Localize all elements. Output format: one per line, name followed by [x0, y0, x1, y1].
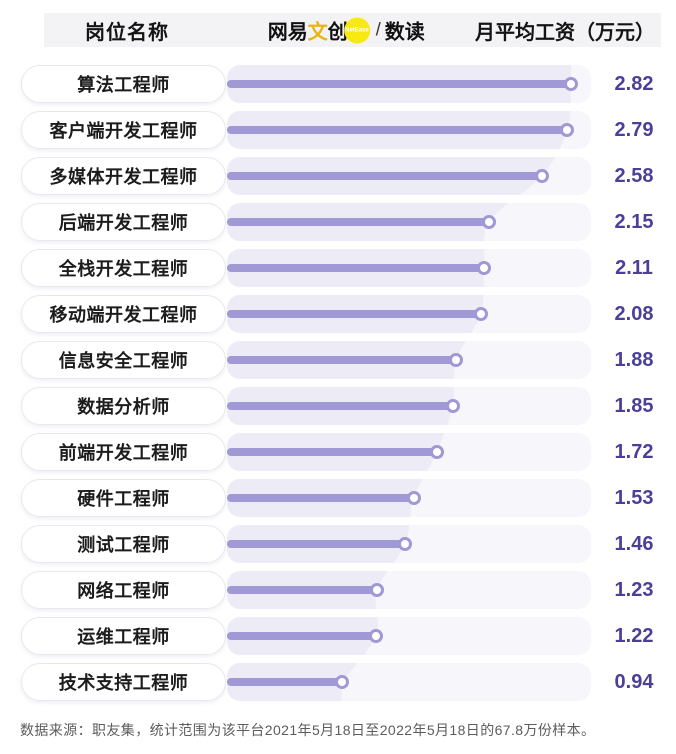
bar-end-dot [473, 307, 488, 321]
column-header-band: 岗位名称 网易 文 创 NetEase / 数读 月平均工资（万元） [44, 13, 661, 47]
job-label-pill: 全栈开发工程师 [21, 249, 226, 287]
job-label-pill: 后端开发工程师 [21, 203, 226, 241]
chart-row: 信息安全工程师 1.88 [0, 337, 676, 383]
salary-bar [227, 586, 378, 594]
chart-row: 多媒体开发工程师 2.58 [0, 153, 676, 199]
bar-track [227, 249, 591, 287]
job-label-pill: 客户端开发工程师 [21, 111, 226, 149]
salary-value: 1.23 [614, 578, 654, 601]
chart-row: 硬件工程师 1.53 [0, 475, 676, 521]
salary-bar [227, 632, 376, 640]
bar-track [227, 571, 591, 609]
bar-track [227, 663, 591, 701]
netease-shudu-logo: 网易 文 创 NetEase / 数读 [268, 16, 425, 45]
salary-bar [227, 678, 342, 686]
chart-row: 前端开发工程师 1.72 [0, 429, 676, 475]
salary-value: 2.82 [614, 72, 654, 95]
bar-track [227, 433, 591, 471]
salary-value: 2.58 [614, 164, 654, 187]
bar-track [227, 203, 591, 241]
bar-track [227, 157, 591, 195]
bar-track [227, 387, 591, 425]
salary-value: 2.08 [614, 302, 654, 325]
bar-track [227, 295, 591, 333]
job-label-pill: 技术支持工程师 [21, 663, 226, 701]
logo-brand-accent: 文 [307, 21, 328, 44]
salary-value: 2.11 [615, 256, 653, 279]
job-label-pill: 硬件工程师 [21, 479, 226, 517]
salary-value: 1.72 [614, 440, 654, 463]
salary-value: 1.46 [614, 532, 654, 555]
salary-value: 2.79 [614, 118, 654, 141]
job-label-pill: 算法工程师 [21, 65, 226, 103]
bar-end-dot [534, 169, 549, 183]
data-source-note: 数据来源：职友集，统计范围为该平台2021年5月18日至2022年5月18日的6… [20, 722, 596, 738]
bar-end-dot [406, 491, 421, 505]
logo-brand-prefix: 网易 [267, 21, 308, 44]
bar-end-dot [429, 445, 444, 459]
salary-value: 1.22 [614, 624, 654, 647]
job-label-pill: 数据分析师 [21, 387, 226, 425]
salary-bar [227, 172, 542, 180]
bar-end-dot [482, 215, 497, 229]
bar-end-dot [445, 399, 460, 413]
job-label-pill: 运维工程师 [21, 617, 226, 655]
salary-bar [227, 494, 414, 502]
column-header-job: 岗位名称 [85, 21, 169, 44]
salary-bar [227, 540, 406, 548]
logo-product: 数读 [384, 21, 425, 44]
salary-bar [227, 264, 485, 272]
bar-track [227, 525, 591, 563]
bar-end-dot [398, 537, 413, 551]
salary-value: 2.15 [614, 210, 654, 233]
salary-value: 1.88 [614, 348, 654, 371]
chart-row: 测试工程师 1.46 [0, 521, 676, 567]
salary-bar [227, 402, 453, 410]
bar-track [227, 65, 591, 103]
netease-badge-icon: NetEase [343, 17, 370, 43]
bar-end-dot [449, 353, 464, 367]
bar-track [227, 111, 591, 149]
chart-row: 技术支持工程师 0.94 [0, 659, 676, 705]
chart-rows: 算法工程师 2.82 客户端开发工程师 2.79 多媒体开发工程师 2.58 后端开发工程师… [0, 61, 676, 705]
badge-text: NetEase [344, 26, 369, 34]
job-label-pill: 信息安全工程师 [21, 341, 226, 379]
chart-row: 运维工程师 1.22 [0, 613, 676, 659]
bar-end-dot [334, 675, 349, 689]
salary-bar [227, 356, 457, 364]
job-label-pill: 移动端开发工程师 [21, 295, 226, 333]
salary-value: 0.94 [614, 670, 654, 693]
salary-bar [227, 218, 490, 226]
salary-bar [227, 310, 481, 318]
logo-brand-suffix: 创 [327, 21, 348, 44]
bar-track [227, 617, 591, 655]
bar-track [227, 341, 591, 379]
job-label-pill: 前端开发工程师 [21, 433, 226, 471]
logo-divider: / [375, 19, 381, 40]
salary-bar [227, 448, 437, 456]
bar-end-dot [370, 583, 385, 597]
chart-row: 网络工程师 1.23 [0, 567, 676, 613]
bar-end-dot [477, 261, 492, 275]
chart-row: 全栈开发工程师 2.11 [0, 245, 676, 291]
chart-row: 客户端开发工程师 2.79 [0, 107, 676, 153]
bar-end-dot [368, 629, 383, 643]
chart-row: 移动端开发工程师 2.08 [0, 291, 676, 337]
chart-row: 数据分析师 1.85 [0, 383, 676, 429]
column-header-salary: 月平均工资（万元） [475, 21, 655, 44]
bar-end-dot [560, 123, 575, 137]
bar-track [227, 479, 591, 517]
job-label-pill: 网络工程师 [21, 571, 226, 609]
salary-value: 1.53 [614, 486, 654, 509]
job-label-pill: 测试工程师 [21, 525, 226, 563]
chart-row: 算法工程师 2.82 [0, 61, 676, 107]
salary-value: 1.85 [614, 394, 654, 417]
chart-row: 后端开发工程师 2.15 [0, 199, 676, 245]
bar-end-dot [564, 77, 578, 91]
salary-bar [227, 126, 568, 134]
job-label-pill: 多媒体开发工程师 [21, 157, 226, 195]
salary-bar [227, 80, 571, 88]
